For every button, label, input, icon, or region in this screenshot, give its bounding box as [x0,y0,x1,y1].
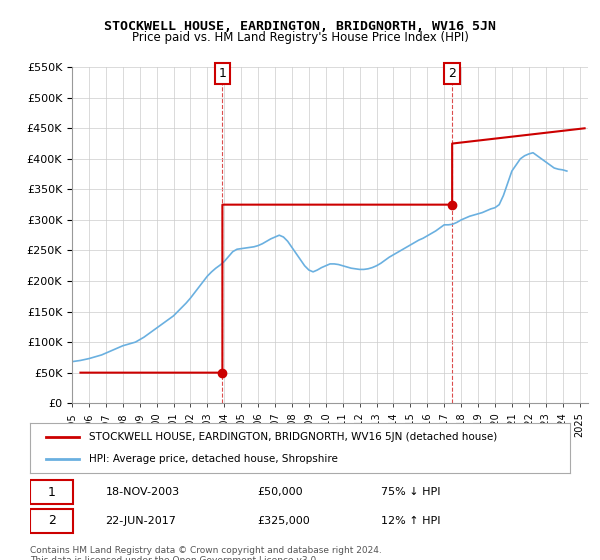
Text: 2: 2 [47,515,56,528]
Text: 1: 1 [218,67,226,80]
FancyBboxPatch shape [30,480,73,505]
Text: 1: 1 [47,486,56,498]
Text: Price paid vs. HM Land Registry's House Price Index (HPI): Price paid vs. HM Land Registry's House … [131,31,469,44]
Text: 18-NOV-2003: 18-NOV-2003 [106,487,180,497]
Text: Contains HM Land Registry data © Crown copyright and database right 2024.
This d: Contains HM Land Registry data © Crown c… [30,546,382,560]
Text: STOCKWELL HOUSE, EARDINGTON, BRIDGNORTH, WV16 5JN: STOCKWELL HOUSE, EARDINGTON, BRIDGNORTH,… [104,20,496,32]
FancyBboxPatch shape [30,508,73,533]
Text: £50,000: £50,000 [257,487,302,497]
Text: 12% ↑ HPI: 12% ↑ HPI [381,516,440,526]
Text: STOCKWELL HOUSE, EARDINGTON, BRIDGNORTH, WV16 5JN (detached house): STOCKWELL HOUSE, EARDINGTON, BRIDGNORTH,… [89,432,497,442]
Text: 75% ↓ HPI: 75% ↓ HPI [381,487,440,497]
Text: £325,000: £325,000 [257,516,310,526]
Text: 22-JUN-2017: 22-JUN-2017 [106,516,176,526]
Text: 2: 2 [448,67,456,80]
Text: HPI: Average price, detached house, Shropshire: HPI: Average price, detached house, Shro… [89,454,338,464]
